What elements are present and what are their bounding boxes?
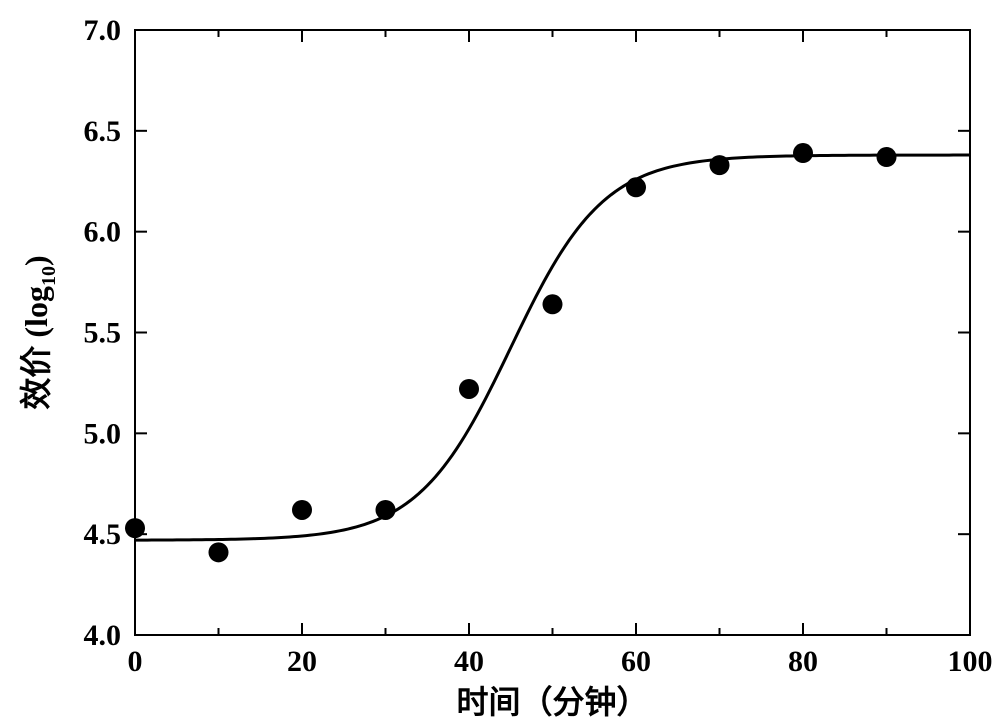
chart-container: 0 20 40 60 80 100 4.0 4.5 5.0 5.5 6.0 6.5 7.0 时间（分钟） 效… <box>0 0 1000 728</box>
data-point <box>877 147 897 167</box>
y-tick-label: 6.5 <box>84 115 122 148</box>
y-tick-label: 6.0 <box>84 216 122 249</box>
data-point <box>793 143 813 163</box>
y-tick-label: 5.0 <box>84 417 122 450</box>
x-tick-label: 40 <box>454 645 484 678</box>
y-tick-label: 7.0 <box>84 14 122 47</box>
data-point <box>292 500 312 520</box>
x-axis-label: 时间（分钟） <box>456 684 648 720</box>
y-tick-label: 5.5 <box>84 317 122 350</box>
x-tick-label: 60 <box>621 645 651 678</box>
y-axis-label: 效价 (log10) <box>18 255 60 409</box>
plot-frame <box>135 30 970 635</box>
data-point <box>543 294 563 314</box>
x-tick-label: 0 <box>128 645 143 678</box>
data-point <box>125 518 145 538</box>
data-point <box>710 155 730 175</box>
data-point <box>209 542 229 562</box>
y-tick-label: 4.5 <box>84 518 122 551</box>
data-point <box>626 177 646 197</box>
fitted-curve <box>135 155 970 540</box>
x-tick-label: 80 <box>788 645 818 678</box>
x-tick-label: 100 <box>948 645 993 678</box>
chart-svg: 0 20 40 60 80 100 4.0 4.5 5.0 5.5 6.0 6.5 7.0 时间（分钟） 效… <box>0 0 1000 728</box>
y-tick-label: 4.0 <box>84 619 122 652</box>
data-point <box>376 500 396 520</box>
data-point <box>459 379 479 399</box>
x-tick-label: 20 <box>287 645 317 678</box>
